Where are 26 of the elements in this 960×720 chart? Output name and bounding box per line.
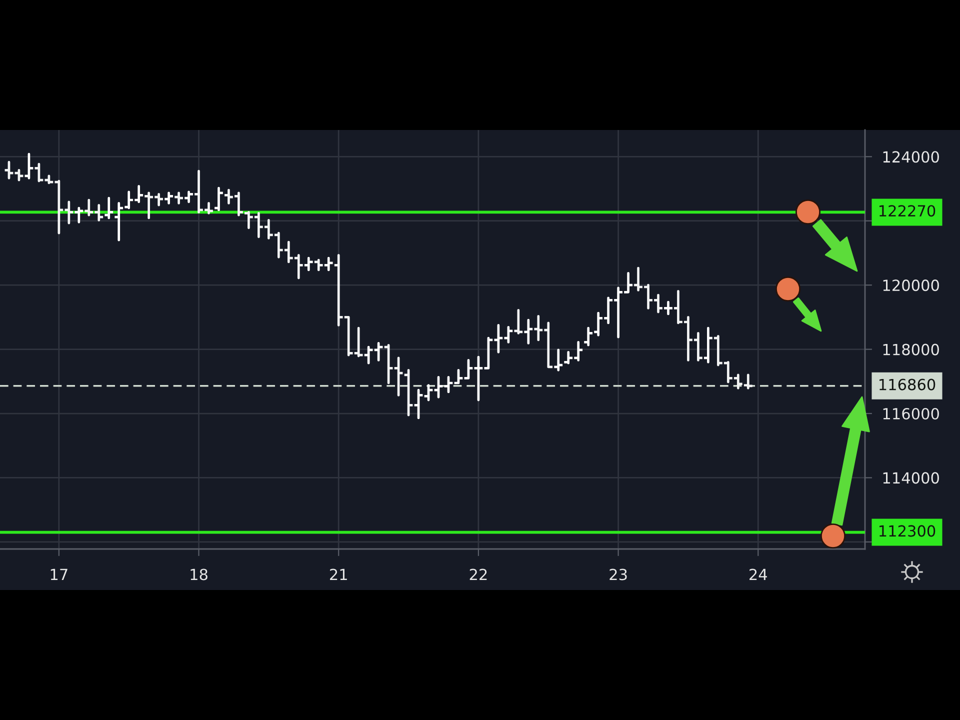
candlestick [413, 388, 424, 420]
ref-line-label: 122270 [880, 205, 936, 217]
y-tick-label: 120000 [883, 280, 939, 292]
candlestick [14, 168, 24, 182]
y-tick-label: 114000 [883, 472, 939, 484]
candlestick [443, 376, 454, 394]
x-tick-label: 18 [190, 568, 208, 580]
x-tick-label: 17 [50, 568, 68, 580]
x-tick-label: 24 [750, 568, 767, 580]
x-tick-label: 22 [470, 568, 487, 580]
ref-line-label: 112300 [880, 525, 936, 537]
candlestick [453, 368, 464, 384]
candlestick [433, 376, 444, 398]
candlestick [393, 356, 404, 396]
y-tick-label: 124000 [883, 151, 939, 163]
candlestick [213, 186, 224, 212]
y-tick-label: 118000 [883, 344, 939, 356]
candlestick [403, 368, 414, 416]
candlestick [24, 152, 34, 180]
candlestick [463, 359, 474, 380]
candlestick [423, 384, 434, 402]
ref-line-label: 116860 [880, 378, 936, 390]
x-tick-label: 21 [330, 568, 347, 580]
y-tick-label: 116000 [883, 408, 939, 420]
candlestick [4, 160, 14, 180]
x-tick-label: 23 [610, 568, 627, 580]
